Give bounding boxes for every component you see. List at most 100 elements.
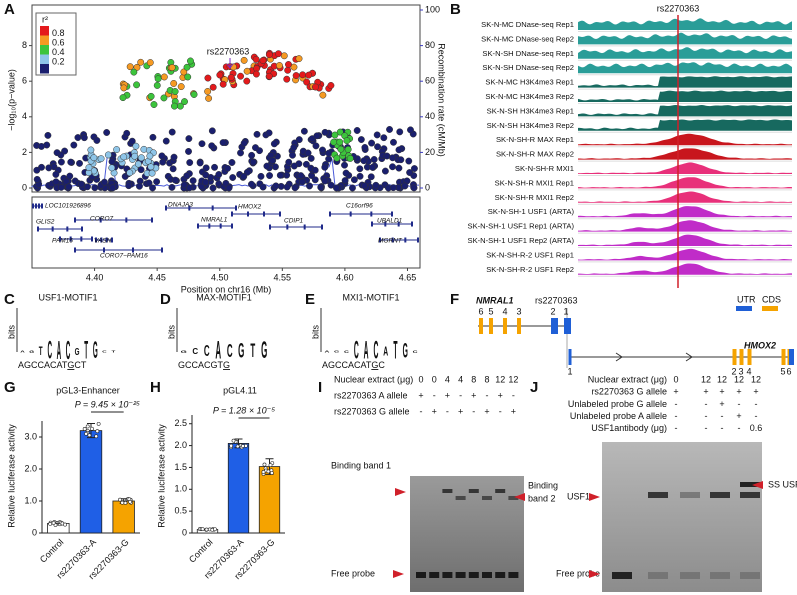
sequence-part: G [67,360,74,370]
exon [99,217,102,223]
track-label: SK-N-MC DNase-seq Rep1 [481,20,574,29]
snp-point [168,64,176,72]
row-cell: 0.6 [750,423,763,433]
track-label: SK-N-SH-R-2 USF1 Rep2 [486,265,574,274]
track-label: SK-N-SH-1 USF1 Rep2 (ARTA) [468,236,575,245]
track-signal [578,105,792,117]
snp-point [390,138,397,146]
snp-point [65,183,73,191]
snp-point [290,144,298,151]
snp-point [52,170,60,178]
snp-point [133,81,141,89]
exon-number: 4 [746,366,751,376]
snp-point [389,163,396,171]
exon [161,247,163,253]
snp-point [67,158,75,166]
snp-point [219,80,227,88]
exon-number: 2 [550,306,555,316]
replicate-dot [128,499,132,504]
panel-label: C [4,291,15,308]
exon-number: 1 [563,306,568,316]
snp-point [243,77,251,85]
snp-point [160,94,168,102]
track-signal [578,263,792,275]
snp-point [53,149,61,157]
track-label: SK-N-SH-R MXI1 Rep1 [495,178,574,187]
snp-point [57,158,65,166]
row-cell: - [499,406,502,416]
exon [370,211,373,217]
row-cell: 4 [458,374,463,384]
sequence-part: AGCCACAT [18,360,68,370]
snp-point [84,183,91,191]
y-tick-label: 1.0 [174,484,187,494]
replicate-dot [118,497,122,502]
snp-point [169,165,177,173]
chart-title: pGL3-Enhancer [56,385,120,395]
bar [227,443,250,534]
snp-point [181,98,188,106]
row-cell: - [459,390,462,400]
snp-point [202,164,210,172]
snp-point [396,128,404,136]
exon-number: 3 [516,306,521,316]
snp-point [248,151,256,159]
snp-point [295,55,303,63]
exon [417,237,419,243]
snp-point [341,177,349,184]
free-probe-band [710,572,730,579]
exon-number: 4 [502,306,507,316]
track-label: SK-N-SH H3K4me3 Rep1 [487,106,574,115]
strand-arrow [615,352,623,362]
snp-point [307,154,315,162]
gene-label: CORO7 [90,216,114,223]
snp-point [240,56,248,64]
snp-point [45,164,53,172]
row-cell: 12 [717,374,727,384]
exon [503,318,507,334]
x-tick-label: 4.45 [148,272,166,282]
snp-point [33,166,41,174]
sequence-part: G [223,360,230,370]
row-cell: - [420,406,423,416]
track-signal [578,191,792,203]
snp-point [253,130,261,138]
snp-point [180,181,188,189]
logo-letter: C [227,341,233,362]
snp-point [312,83,319,91]
exon [74,247,76,253]
row-cell: - [705,423,708,433]
snp-point [148,169,156,177]
snp-point [333,154,341,162]
replicate-dot [94,434,99,439]
sequence-part: C [378,360,385,370]
snp-point [76,159,83,167]
free-probe-band [416,572,426,578]
snp-point [147,92,155,100]
arrow [589,493,600,501]
track-label: SK-N-SH-R MXI1 Rep2 [495,193,574,202]
exon [125,217,128,223]
snp-point [357,136,365,143]
exon-number: 3 [738,366,743,376]
exon [303,224,306,230]
snp-point [397,156,405,164]
exon [247,211,249,217]
snp-point [252,70,260,78]
snp-point [132,142,140,150]
legend-cds: CDS [762,294,781,304]
exon [411,221,413,227]
logo-letter: C [354,335,359,364]
snp-point [368,139,376,147]
snp-point [177,83,185,91]
exon [219,223,222,229]
gene-label: UBALD1 [377,218,403,225]
track-signal [578,206,792,218]
logo-letter: G [181,350,187,354]
snp-point [80,134,88,142]
logo-letter: C [66,337,71,366]
exon [384,221,387,227]
logo-letter: T [393,335,397,364]
legend-swatch [40,35,49,45]
snp-point [283,75,291,83]
